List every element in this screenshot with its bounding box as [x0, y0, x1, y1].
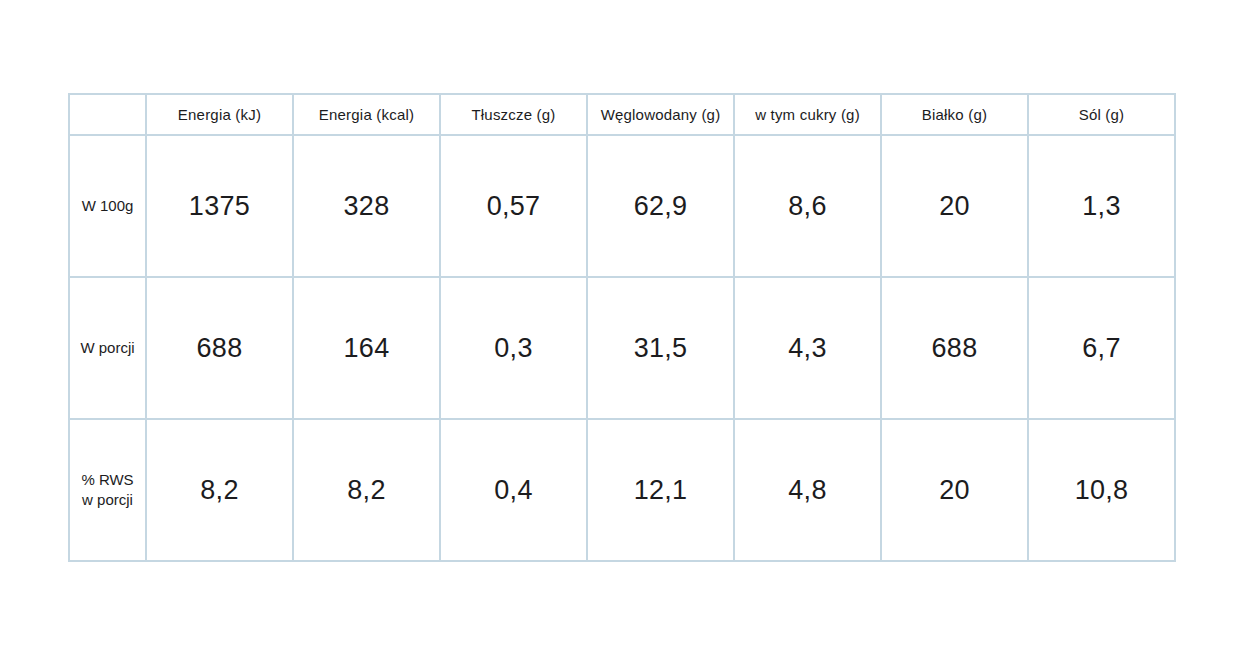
row-label: W porcji: [69, 277, 146, 419]
column-header-bialko: Białko (g): [881, 94, 1028, 135]
table-cell: 20: [881, 135, 1028, 277]
nutrition-table: Energia (kJ) Energia (kcal) Tłuszcze (g)…: [68, 93, 1176, 562]
column-header-weglowodany: Węglowodany (g): [587, 94, 734, 135]
table-cell: 1,3: [1028, 135, 1175, 277]
table-row-w-100g: W 100g 1375 328 0,57 62,9 8,6 20 1,3: [69, 135, 1175, 277]
table-cell: 6,7: [1028, 277, 1175, 419]
table-cell: 1375: [146, 135, 293, 277]
column-header-sol: Sól (g): [1028, 94, 1175, 135]
table-cell: 688: [146, 277, 293, 419]
column-header-cukry: w tym cukry (g): [734, 94, 881, 135]
table-cell: 31,5: [587, 277, 734, 419]
column-header-energia-kcal: Energia (kcal): [293, 94, 440, 135]
table-row-rws-w-porcji: % RWS w porcji 8,2 8,2 0,4 12,1 4,8 20 1…: [69, 419, 1175, 561]
column-header-empty: [69, 94, 146, 135]
table-cell: 8,6: [734, 135, 881, 277]
column-header-tluszcze: Tłuszcze (g): [440, 94, 587, 135]
table-cell: 0,4: [440, 419, 587, 561]
table-cell: 20: [881, 419, 1028, 561]
header-row: Energia (kJ) Energia (kcal) Tłuszcze (g)…: [69, 94, 1175, 135]
row-label: % RWS w porcji: [69, 419, 146, 561]
table-cell: 0,3: [440, 277, 587, 419]
table-cell: 4,3: [734, 277, 881, 419]
table-cell: 688: [881, 277, 1028, 419]
column-header-energia-kj: Energia (kJ): [146, 94, 293, 135]
row-label: W 100g: [69, 135, 146, 277]
table-cell: 8,2: [293, 419, 440, 561]
table-cell: 12,1: [587, 419, 734, 561]
table-cell: 10,8: [1028, 419, 1175, 561]
table-cell: 4,8: [734, 419, 881, 561]
table-cell: 62,9: [587, 135, 734, 277]
table-cell: 8,2: [146, 419, 293, 561]
table-row-w-porcji: W porcji 688 164 0,3 31,5 4,3 688 6,7: [69, 277, 1175, 419]
nutrition-table-container: Energia (kJ) Energia (kcal) Tłuszcze (g)…: [68, 93, 1176, 562]
table-cell: 0,57: [440, 135, 587, 277]
table-cell: 328: [293, 135, 440, 277]
table-cell: 164: [293, 277, 440, 419]
